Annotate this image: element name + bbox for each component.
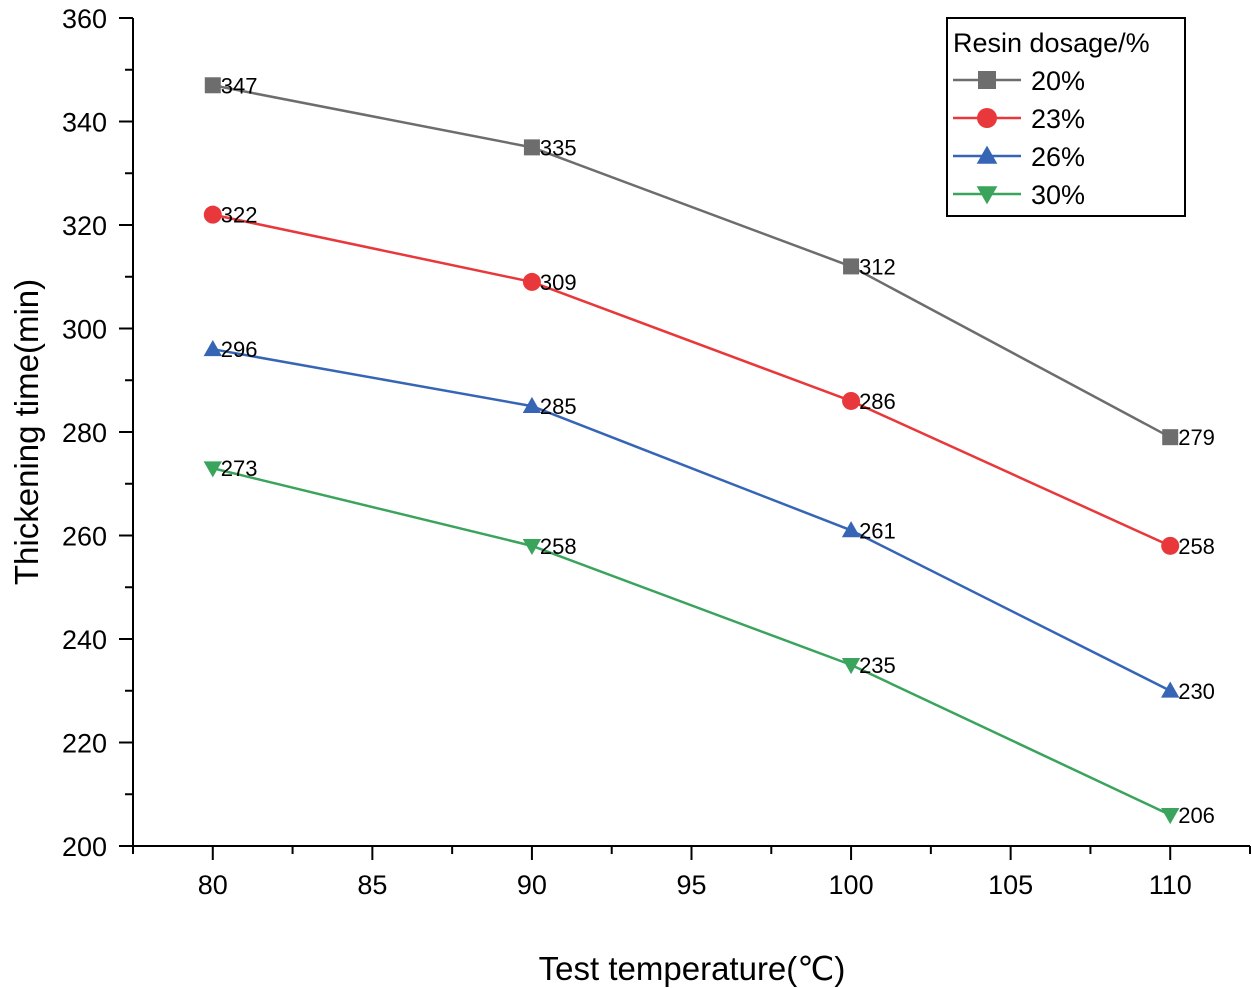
- data-label: 286: [859, 389, 896, 414]
- data-label: 312: [859, 254, 896, 279]
- legend-item-30pct: 30%: [953, 180, 1085, 210]
- x-tick-label: 100: [829, 870, 874, 900]
- legend-item-26pct: 26%: [953, 142, 1085, 172]
- series-20pct: 347 335 312 279: [204, 73, 1215, 450]
- y-tick-label: 220: [62, 729, 107, 759]
- x-tick-label: 110: [1149, 870, 1192, 900]
- legend-marker: [977, 108, 997, 128]
- x-tick-label: 95: [676, 870, 706, 900]
- y-axis-title: Thickening time(min): [8, 279, 45, 585]
- x-tick-label: 85: [357, 870, 387, 900]
- series-line: [212, 84, 1171, 439]
- x-tick-label: 90: [517, 870, 547, 900]
- data-label: 309: [540, 270, 577, 295]
- data-point: [1161, 681, 1180, 698]
- data-point: [203, 340, 222, 357]
- data-point: [203, 205, 222, 224]
- series-layer: 3473353122793223092862582962852612302732…: [203, 73, 1215, 828]
- data-label: 347: [221, 73, 258, 98]
- x-tick-label: 105: [988, 870, 1033, 900]
- data-point: [522, 272, 541, 291]
- y-tick-label: 260: [62, 522, 107, 552]
- data-label: 285: [540, 394, 577, 419]
- data-point: [204, 77, 221, 94]
- data-point: [842, 391, 861, 410]
- data-label: 206: [1178, 803, 1215, 828]
- y-tick-label: 280: [62, 418, 107, 448]
- data-point: [841, 657, 861, 675]
- data-point: [1161, 536, 1180, 555]
- legend: Resin dosage/% 20% 23% 26% 30%: [946, 17, 1186, 217]
- legend-label: 20%: [1031, 66, 1085, 96]
- series-26pct: 296 285 261 230: [203, 337, 1215, 704]
- data-label: 258: [540, 534, 577, 559]
- data-point: [522, 396, 542, 414]
- data-point: [1161, 808, 1180, 825]
- data-point: [843, 258, 860, 275]
- data-point: [523, 139, 540, 156]
- legend-marker: [976, 186, 998, 205]
- y-tick-label: 320: [62, 211, 107, 241]
- data-label: 273: [221, 456, 258, 481]
- y-tick-label: 300: [62, 315, 107, 345]
- legend-title: Resin dosage/%: [953, 28, 1150, 58]
- legend-item-20pct: 20%: [953, 66, 1085, 96]
- data-label: 335: [540, 135, 577, 160]
- x-axis-title: Test temperature(℃): [539, 950, 846, 987]
- series-23pct: 322 309 286 258: [203, 203, 1215, 559]
- legend-label: 30%: [1031, 180, 1085, 210]
- legend-marker: [978, 71, 996, 89]
- data-label: 261: [859, 518, 896, 543]
- data-point: [1162, 429, 1179, 446]
- legend-item-23pct: 23%: [953, 104, 1085, 134]
- y-tick-label: 340: [62, 108, 107, 138]
- series-30pct: 273 258 235 206: [203, 456, 1215, 828]
- data-point: [203, 461, 222, 478]
- legend-label: 26%: [1031, 142, 1085, 172]
- series-line: [212, 347, 1171, 692]
- data-point: [522, 538, 542, 556]
- data-label: 235: [859, 653, 896, 678]
- series-line: [212, 213, 1171, 547]
- y-tick-label: 200: [62, 832, 107, 862]
- data-label: 258: [1178, 534, 1215, 559]
- axes: 200 220 240 260 280 300 320 340 360 80 85 90 95 100 10…: [62, 4, 1251, 900]
- series-line: [212, 467, 1171, 817]
- data-label: 322: [221, 203, 258, 228]
- legend-marker: [976, 145, 998, 164]
- data-label: 279: [1178, 425, 1215, 450]
- legend-label: 23%: [1031, 104, 1085, 134]
- data-label: 230: [1178, 679, 1215, 704]
- x-tick-label: 80: [198, 870, 228, 900]
- y-tick-label: 360: [62, 4, 107, 34]
- y-tick-label: 240: [62, 625, 107, 655]
- data-point: [841, 521, 861, 538]
- data-label: 296: [221, 337, 258, 362]
